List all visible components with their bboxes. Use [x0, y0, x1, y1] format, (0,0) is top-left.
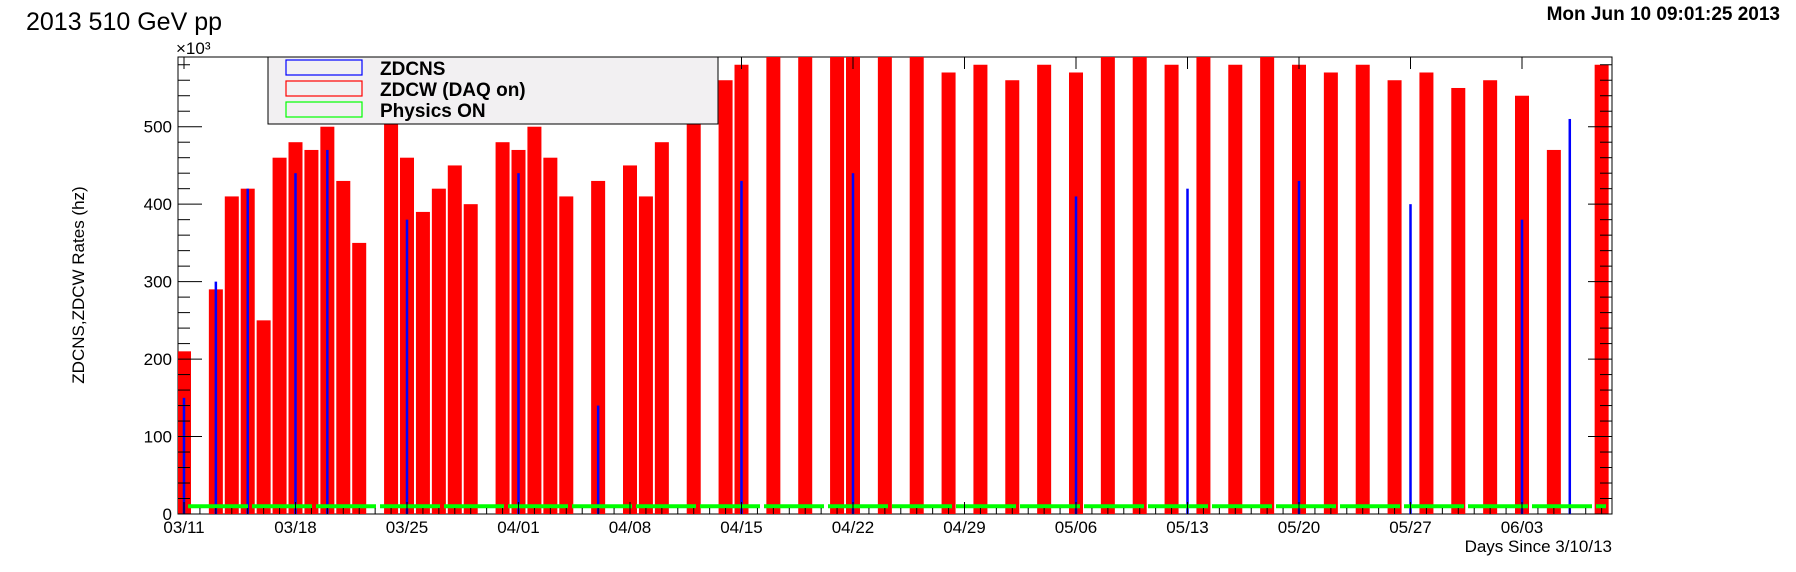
x-tick-label-12: 06/03	[1501, 518, 1544, 537]
y-tick-label-1: 100	[144, 428, 172, 447]
legend-swatch-zdcw-daq-on	[285, 80, 363, 97]
legend-swatch-physics-on	[285, 101, 363, 118]
x-tick-label-2: 03/25	[386, 518, 429, 537]
zdcw-daq-on-bar-10	[352, 242, 367, 514]
zdcns-bar-11	[1186, 188, 1189, 514]
zdcw-daq-on-bar-9	[336, 180, 351, 514]
zdcw-daq-on-bar-25	[654, 142, 669, 514]
zdcw-daq-on-bar-15	[447, 165, 462, 514]
zdcns-bar-14	[1520, 219, 1524, 514]
zdcns-bar-4	[326, 149, 329, 514]
x-tick-label-0: 03/11	[163, 518, 204, 537]
zdcns-bar-1	[214, 281, 218, 514]
zdcns-bar-5	[405, 219, 409, 514]
zdcns-bar-8	[740, 180, 743, 514]
zdcw-daq-on-bar-50	[1419, 72, 1434, 514]
zdcw-daq-on-bar-27	[718, 80, 733, 514]
x-tick-label-5: 04/15	[720, 518, 763, 537]
zdcw-daq-on-bar-35	[941, 72, 956, 514]
zdcns-bar-12	[1297, 180, 1301, 514]
zdcw-daq-on-bar-4	[256, 320, 271, 514]
legend-label-zdcw-daq-on: ZDCW (DAQ on)	[380, 80, 526, 101]
y-tick-label-0: 0	[163, 505, 172, 524]
zdcw-daq-on-bar-43	[1196, 57, 1211, 514]
zdcw-daq-on-bar-52	[1483, 80, 1498, 514]
zdcw-daq-on-bar-51	[1451, 87, 1466, 514]
zdcw-daq-on-bar-49	[1387, 80, 1402, 514]
x-tick-label-7: 04/29	[943, 518, 986, 537]
legend-label-zdcns: ZDCNS	[380, 59, 445, 80]
timestamp: Mon Jun 10 09:01:25 2013	[1546, 4, 1780, 25]
x-tick-label-8: 05/06	[1055, 518, 1098, 537]
zdcw-daq-on-bar-16	[463, 204, 478, 514]
x-tick-label-4: 04/08	[609, 518, 652, 537]
zdcns-bar-10	[1074, 196, 1078, 514]
x-tick-label-11: 05/27	[1389, 518, 1432, 537]
zdcns-bar-15	[1568, 118, 1572, 514]
legend-swatch-zdcns	[285, 59, 363, 76]
zdcw-daq-on-bar-20	[543, 157, 558, 514]
y-tick-label-4: 400	[144, 195, 172, 214]
zdcw-daq-on-bar-44	[1228, 64, 1243, 514]
zdcw-daq-on-bar-31	[830, 57, 845, 514]
zdcw-daq-on-bar-29	[766, 57, 781, 514]
zdcw-daq-on-bar-33	[877, 57, 892, 514]
x-tick-label-3: 04/01	[497, 518, 540, 537]
chart-title: 2013 510 GeV pp	[26, 8, 222, 36]
x-axis-title: Days Since 3/10/13	[1465, 537, 1612, 556]
zdcw-daq-on-bar-38	[1037, 64, 1052, 514]
zdcw-daq-on-bar-17	[495, 142, 510, 514]
y-tick-label-3: 300	[144, 273, 172, 292]
zdcw-daq-on-bar-30	[798, 57, 813, 514]
zdcw-daq-on-bar-40	[1100, 57, 1115, 514]
zdcns-bar-6	[517, 173, 520, 514]
legend-box	[267, 56, 719, 125]
x-tick-label-10: 05/20	[1278, 518, 1321, 537]
y-tick-label-2: 200	[144, 350, 172, 369]
zdcns-bar-7	[596, 405, 600, 514]
zdcns-bar-2	[246, 188, 249, 514]
zdcw-daq-on-bar-21	[559, 196, 574, 514]
zdcw-daq-on-bar-2	[224, 196, 239, 514]
zdcw-daq-on-bar-36	[973, 64, 988, 514]
zdcw-daq-on-bar-7	[304, 149, 319, 514]
zdcns-bar-9	[851, 173, 855, 514]
legend-label-physics-on: Physics ON	[380, 101, 486, 122]
zdcw-daq-on-bar-37	[1005, 80, 1020, 514]
zdcns-bar-3	[294, 173, 297, 514]
x-tick-label-1: 03/18	[274, 518, 317, 537]
zdcw-daq-on-bar-42	[1164, 64, 1179, 514]
zdcns-bar-0	[182, 397, 186, 514]
x-tick-label-6: 04/22	[832, 518, 875, 537]
zdcw-daq-on-bar-11	[384, 111, 399, 514]
zdcns-bar-13	[1409, 204, 1412, 514]
zdcw-daq-on-bar-13	[415, 211, 430, 514]
zdcw-daq-on-bar-5	[272, 157, 287, 514]
zdcw-daq-on-bar-55	[1594, 64, 1609, 514]
zdcw-daq-on-bar-54	[1546, 149, 1561, 514]
zdcw-daq-on-bar-34	[909, 57, 924, 514]
zdcw-daq-on-bar-41	[1132, 57, 1147, 514]
zdcw-daq-on-bar-47	[1323, 72, 1338, 514]
zdcw-daq-on-bar-48	[1355, 64, 1370, 514]
zdcw-daq-on-bar-19	[527, 126, 542, 514]
x-tick-label-9: 05/13	[1166, 518, 1209, 537]
zdcw-daq-on-bar-23	[623, 165, 637, 514]
zdcw-daq-on-bar-45	[1260, 57, 1275, 514]
zdcw-daq-on-bar-26	[686, 72, 701, 514]
y-tick-label-5: 500	[144, 118, 172, 137]
y-exponent-label: ×10³	[176, 39, 211, 58]
zdcw-daq-on-bar-22	[591, 180, 606, 514]
zdcw-daq-on-bar-24	[638, 196, 653, 514]
zdcw-daq-on-bar-14	[431, 188, 446, 514]
y-axis-title: ZDCNS,ZDCW Rates (hz)	[69, 186, 88, 383]
